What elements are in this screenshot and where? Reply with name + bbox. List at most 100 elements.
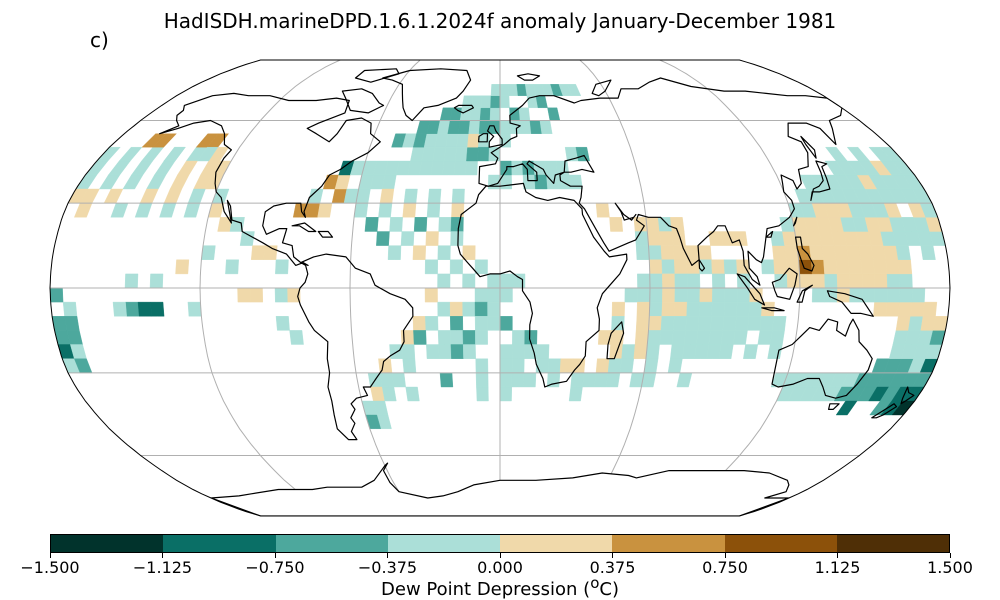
colorbar-caption-unit: C) xyxy=(599,579,619,600)
anomaly-cell xyxy=(249,287,264,303)
anomaly-cell xyxy=(534,174,548,190)
coastline-australia xyxy=(771,318,873,399)
anomaly-cell xyxy=(499,287,513,303)
anomaly-cell xyxy=(647,231,662,246)
anomaly-cell xyxy=(885,259,900,275)
anomaly-cell xyxy=(686,287,701,303)
anomaly-cell xyxy=(785,259,800,275)
colorbar-tick-mark xyxy=(837,553,838,558)
coastline-iceland xyxy=(453,104,474,114)
anomaly-cell xyxy=(275,316,290,331)
anomaly-cell xyxy=(137,301,152,317)
anomaly-cell xyxy=(595,358,610,373)
anomaly-cell xyxy=(724,287,738,303)
colorbar-tick-label: 0.750 xyxy=(702,558,748,577)
anomaly-cell xyxy=(547,358,562,373)
anomaly-cell xyxy=(748,301,763,317)
colorbar-segment xyxy=(387,535,500,552)
anomaly-cell xyxy=(477,147,490,162)
anomaly-cell xyxy=(582,372,597,388)
anomaly-cell xyxy=(635,245,650,260)
anomaly-cell xyxy=(449,301,463,317)
anomaly-cell xyxy=(786,273,801,289)
anomaly-cell xyxy=(384,160,400,176)
anomaly-cell xyxy=(389,344,403,359)
colorbar-tick-mark xyxy=(499,553,501,558)
anomaly-cell xyxy=(413,330,427,345)
anomaly-cell xyxy=(635,316,650,331)
anomaly-cell xyxy=(379,372,395,388)
anomaly-cell xyxy=(499,344,513,359)
anomaly-cell xyxy=(686,259,700,275)
anomaly-cell xyxy=(437,301,451,317)
anomaly-cell xyxy=(648,245,663,260)
anomaly-cell xyxy=(462,273,476,289)
anomaly-cell xyxy=(671,330,686,345)
map-title: HadISDH.marineDPD.1.6.1.2024f anomaly Ja… xyxy=(163,9,837,33)
anomaly-cell xyxy=(634,330,649,345)
anomaly-cell xyxy=(910,301,925,317)
anomaly-cell xyxy=(694,344,709,359)
anomaly-cell xyxy=(772,316,787,331)
colorbar-caption-main: Dew Point Depression ( xyxy=(381,579,591,600)
anomaly-cell xyxy=(499,84,510,96)
anomaly-cell xyxy=(421,147,436,162)
anomaly-cell xyxy=(405,386,420,402)
anomaly-cell xyxy=(487,316,501,331)
coastline-south-america xyxy=(297,253,414,441)
anomaly-cell xyxy=(487,273,501,289)
coastline-new-zealand-s xyxy=(871,403,898,419)
anomaly-cell xyxy=(922,301,938,317)
anomaly-cell xyxy=(437,330,452,345)
anomaly-cell xyxy=(376,231,390,246)
anomaly-cell xyxy=(657,217,673,232)
colorbar-tick-mark xyxy=(949,553,951,558)
anomaly-cell xyxy=(861,287,876,303)
anomaly-cell xyxy=(673,301,688,317)
anomaly-cell xyxy=(846,147,871,162)
anomaly-cell xyxy=(427,188,442,204)
anomaly-cell xyxy=(720,330,736,345)
anomaly-cell xyxy=(594,372,609,388)
anomaly-cell xyxy=(835,259,850,275)
anomaly-cell xyxy=(474,287,488,303)
anomaly-cell xyxy=(508,84,519,96)
anomaly-cell xyxy=(443,147,457,162)
anomaly-cell xyxy=(424,259,439,275)
anomaly-cell xyxy=(567,84,582,96)
anomaly-cell xyxy=(499,273,513,289)
anomaly-cell xyxy=(402,358,417,373)
anomaly-cell xyxy=(897,259,913,275)
anomaly-cell xyxy=(733,231,748,246)
anomaly-cell xyxy=(466,147,479,162)
anomaly-cell xyxy=(659,231,674,246)
anomaly-cell xyxy=(499,120,511,134)
anomaly-cell xyxy=(450,344,464,359)
anomaly-cell xyxy=(124,273,139,289)
coastline-japan xyxy=(810,160,831,201)
anomaly-cell xyxy=(673,259,688,275)
anomaly-cell xyxy=(225,259,239,275)
anomaly-cell xyxy=(835,400,858,416)
anomaly-cell xyxy=(621,344,636,359)
anomaly-cell xyxy=(619,358,635,373)
anomaly-cell xyxy=(649,259,663,275)
colorbar-tick-mark xyxy=(49,553,51,558)
colorbar-tick-label: −0.750 xyxy=(245,558,305,577)
anomaly-cell xyxy=(62,301,78,317)
coastline-philippines xyxy=(795,236,815,272)
anomaly-cell xyxy=(609,217,624,232)
anomaly-cell xyxy=(633,217,648,232)
coastline-kamchatka-sakhalin xyxy=(800,135,817,159)
colorbar xyxy=(50,534,950,553)
anomaly-cell xyxy=(733,330,748,345)
anomaly-cell xyxy=(475,358,489,373)
anomaly-cell xyxy=(784,245,799,260)
anomaly-cell xyxy=(475,330,488,345)
anomaly-cell xyxy=(512,273,526,289)
anomaly-cell xyxy=(682,344,697,359)
anomaly-cell xyxy=(487,301,501,317)
anomaly-cell xyxy=(449,259,463,275)
anomaly-cell xyxy=(874,287,888,303)
